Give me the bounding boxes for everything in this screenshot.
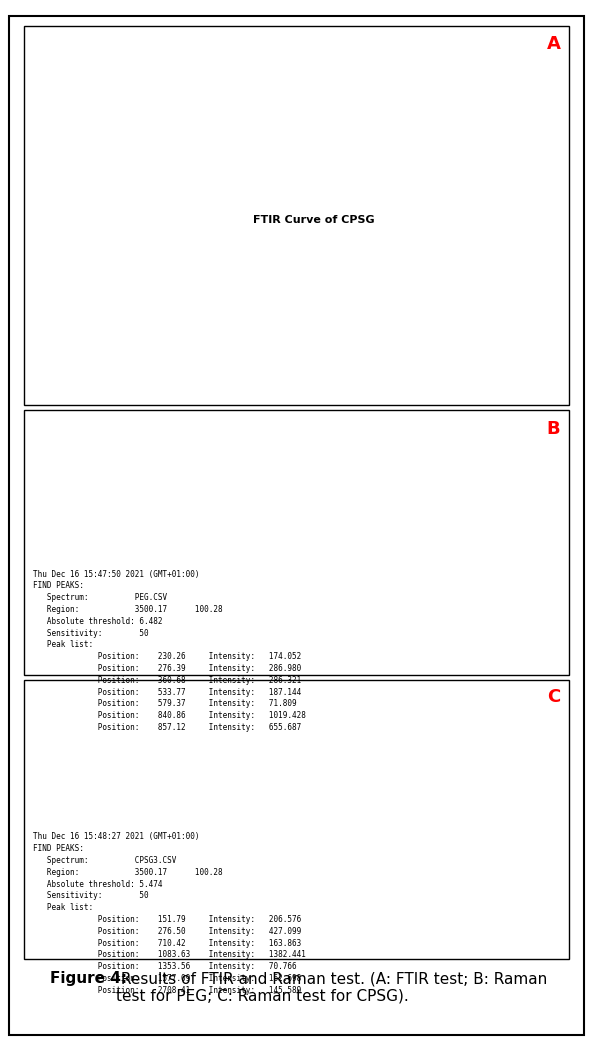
Text: Thu Dec 16 15:47:50 2021 (GMT+01:00)
FIND PEAKS:
   Spectrum:          PEG.CSV
 : Thu Dec 16 15:47:50 2021 (GMT+01:00) FIN… [33, 570, 305, 733]
Text: 151.79: 151.79 [550, 780, 556, 800]
Text: 710.42: 710.42 [470, 787, 474, 806]
Text: Figure 4:: Figure 4: [50, 971, 127, 986]
Text: 533.77: 533.77 [495, 524, 500, 544]
Text: 2708.41: 2708.41 [180, 784, 186, 807]
Text: 831: 831 [496, 333, 508, 338]
Text: 1060: 1060 [463, 293, 478, 298]
Y-axis label: Intensity: Intensity [23, 737, 33, 779]
Text: 1083.63: 1083.63 [416, 677, 420, 700]
Text: 1440.43: 1440.43 [364, 516, 369, 539]
Y-axis label: Absorbance: Absorbance [30, 283, 40, 339]
Text: 1413: 1413 [414, 342, 430, 347]
Text: PEG.CSV: PEG.CSV [73, 424, 110, 432]
Text: 1123.16: 1123.16 [410, 526, 415, 548]
Text: 278.90: 278.90 [533, 762, 537, 781]
Y-axis label: Absorbance: Absorbance [30, 105, 40, 163]
Text: B: B [547, 420, 560, 438]
Text: 1325: 1325 [426, 346, 442, 351]
Text: 2856: 2856 [217, 355, 232, 359]
Text: 1059.85: 1059.85 [419, 518, 424, 541]
X-axis label: Wavenumbers (cm-1): Wavenumbers (cm-1) [262, 585, 367, 596]
X-axis label: Wavenumber (cm-1): Wavenumber (cm-1) [264, 412, 365, 423]
Text: 1478.10: 1478.10 [358, 513, 364, 535]
Text: FTIR Curve of CPSG: FTIR Curve of CPSG [253, 214, 375, 225]
Y-axis label: Intensity: Intensity [23, 470, 33, 513]
Text: 360.58: 360.58 [520, 519, 525, 539]
Text: 579.37: 579.37 [489, 533, 493, 552]
Text: 1138.27: 1138.27 [407, 523, 413, 547]
Text: 857.12: 857.12 [448, 482, 453, 501]
Text: 1577.09: 1577.09 [344, 783, 349, 805]
Text: 2999: 2999 [197, 348, 213, 352]
Text: 230.38: 230.38 [539, 528, 544, 547]
Title: FTIR Curve: FTIR Curve [280, 42, 348, 51]
Text: 1141: 1141 [451, 327, 467, 332]
Text: 1952: 1952 [340, 368, 356, 373]
Text: 1353.56: 1353.56 [377, 784, 381, 807]
Text: 2883.18: 2883.18 [155, 407, 160, 429]
Text: 840.85: 840.85 [451, 442, 456, 461]
Text: 1392.72: 1392.72 [371, 523, 376, 547]
Text: CPSG3.CSV: CPSG3.CSV [73, 694, 121, 702]
Text: A: A [547, 35, 560, 53]
Text: 476: 476 [544, 246, 556, 251]
X-axis label: Wavenumber (cm-1): Wavenumber (cm-1) [264, 239, 365, 249]
Text: 2937.08: 2937.08 [147, 489, 152, 511]
Text: Results of FTIR and Raman test. (A: FTIR test; B: Raman
test for PEG; C: Raman t: Results of FTIR and Raman test. (A: FTIR… [116, 971, 547, 1004]
Text: 1278.67: 1278.67 [387, 519, 393, 542]
Text: 1228.27: 1228.27 [394, 524, 400, 548]
Text: 276.29: 276.29 [533, 523, 537, 542]
Text: 1877.09: 1877.09 [301, 789, 305, 811]
X-axis label: Wavenumbers (cm-1): Wavenumbers (cm-1) [262, 848, 367, 859]
Text: 2842.21: 2842.21 [161, 451, 166, 473]
Legend: BG, MCC, PVA, BOS, PEG: BG, MCC, PVA, BOS, PEG [72, 57, 111, 121]
Text: Thu Dec 16 15:48:27 2021 (GMT+01:00)
FIND PEAKS:
   Spectrum:          CPSG3.CSV: Thu Dec 16 15:48:27 2021 (GMT+01:00) FIN… [33, 832, 305, 995]
Text: C: C [547, 688, 560, 706]
Text: 3282: 3282 [158, 293, 174, 298]
Text: 2900.31: 2900.31 [156, 767, 161, 790]
